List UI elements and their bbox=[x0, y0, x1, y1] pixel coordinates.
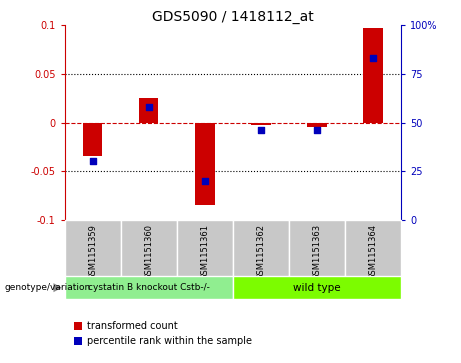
FancyBboxPatch shape bbox=[289, 220, 345, 276]
FancyBboxPatch shape bbox=[345, 220, 401, 276]
Text: GSM1151362: GSM1151362 bbox=[256, 224, 266, 280]
Text: GSM1151361: GSM1151361 bbox=[200, 224, 209, 280]
Text: GSM1151364: GSM1151364 bbox=[368, 224, 378, 280]
Text: GSM1151359: GSM1151359 bbox=[88, 224, 97, 280]
Bar bbox=[195, 122, 214, 205]
Text: wild type: wild type bbox=[293, 283, 341, 293]
FancyBboxPatch shape bbox=[65, 220, 121, 276]
Point bbox=[313, 127, 321, 133]
FancyBboxPatch shape bbox=[233, 220, 289, 276]
Point bbox=[201, 178, 208, 184]
Point bbox=[145, 104, 152, 110]
Point bbox=[257, 127, 265, 133]
Bar bbox=[83, 122, 102, 156]
Text: genotype/variation: genotype/variation bbox=[5, 283, 91, 292]
FancyBboxPatch shape bbox=[65, 276, 233, 299]
Text: transformed count: transformed count bbox=[87, 321, 177, 331]
FancyBboxPatch shape bbox=[177, 220, 233, 276]
FancyBboxPatch shape bbox=[121, 220, 177, 276]
Bar bbox=[363, 28, 383, 122]
Text: GSM1151360: GSM1151360 bbox=[144, 224, 153, 280]
Bar bbox=[307, 122, 327, 127]
Bar bbox=[139, 98, 159, 122]
FancyBboxPatch shape bbox=[233, 276, 401, 299]
Text: GSM1151363: GSM1151363 bbox=[313, 224, 321, 280]
Point bbox=[89, 158, 96, 164]
Point bbox=[369, 56, 377, 61]
Text: cystatin B knockout Cstb-/-: cystatin B knockout Cstb-/- bbox=[88, 283, 210, 292]
Bar bbox=[251, 122, 271, 126]
Text: percentile rank within the sample: percentile rank within the sample bbox=[87, 336, 252, 346]
Title: GDS5090 / 1418112_at: GDS5090 / 1418112_at bbox=[152, 11, 313, 24]
